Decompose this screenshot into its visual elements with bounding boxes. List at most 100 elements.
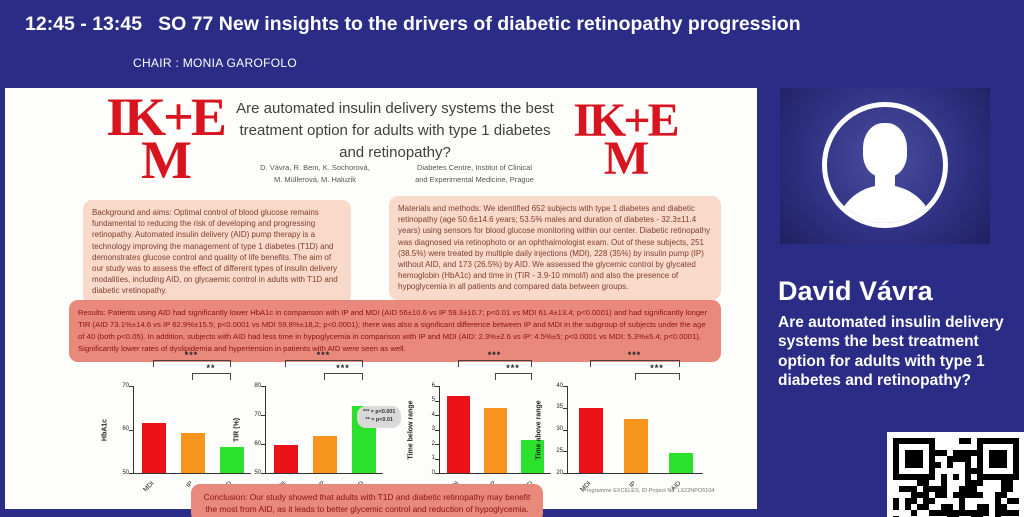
y-tick-mark bbox=[435, 444, 439, 446]
bar-AID bbox=[668, 453, 693, 473]
y-tick-mark bbox=[563, 473, 567, 475]
y-tick-mark bbox=[435, 473, 439, 475]
y-tick-mark bbox=[435, 400, 439, 402]
ikem-logo-line1: IK+E bbox=[106, 87, 227, 147]
significance-stars: *** bbox=[627, 350, 642, 360]
significance-bracket bbox=[284, 360, 363, 367]
session-chair: CHAIR : MONIA GAROFOLO bbox=[133, 56, 297, 70]
y-tick-mark bbox=[435, 429, 439, 431]
legend-line2: ** = p<0.01 bbox=[365, 416, 393, 423]
affiliation-line1: Diabetes Centre, Institut of Clinical bbox=[416, 163, 533, 172]
bar-MDI bbox=[447, 396, 470, 473]
y-tick-label: 4 bbox=[431, 411, 435, 418]
y-axis-label: Time below range bbox=[407, 400, 415, 459]
y-tick-label: 20 bbox=[556, 469, 563, 476]
x-tick-label: MDI bbox=[141, 480, 155, 494]
y-tick-label: 40 bbox=[556, 382, 563, 389]
y-tick-label: 6 bbox=[431, 382, 435, 389]
y-tick-label: 1 bbox=[431, 455, 435, 461]
y-tick-mark bbox=[129, 429, 133, 431]
y-tick-label: 2 bbox=[431, 440, 435, 447]
chart-plot-area bbox=[133, 386, 251, 474]
y-axis-label: HbA1c bbox=[101, 418, 109, 441]
legend-line1: *** = p<0.001 bbox=[363, 409, 396, 415]
significance-legend: *** = p<0.001 ** = p<0.01 bbox=[357, 406, 402, 428]
y-tick-mark bbox=[261, 415, 265, 417]
speaker-talk-title: Are automated insulin delivery systems t… bbox=[778, 314, 1004, 390]
bar-MDI bbox=[578, 407, 603, 473]
significance-stars: ** bbox=[206, 363, 216, 373]
bar-IP bbox=[484, 407, 507, 473]
significance-bracket bbox=[589, 360, 680, 367]
ikem-logo-right: IK+E M bbox=[550, 94, 700, 186]
bar-MDI bbox=[273, 444, 298, 473]
y-tick-mark bbox=[261, 386, 265, 388]
authors-line1: D. Vávra, R. Bem, K. Sochorová, bbox=[260, 163, 370, 172]
y-axis-label: TIR (%) bbox=[233, 417, 241, 442]
significance-bracket bbox=[634, 373, 680, 380]
affiliation-line2: and Experimental Medicine, Prague bbox=[415, 174, 534, 184]
y-tick-mark bbox=[261, 444, 265, 446]
y-tick-label: 30 bbox=[556, 426, 563, 432]
poster-slide: IK+E M IK+E M Are automated insulin deli… bbox=[5, 87, 757, 517]
chart-plot-area bbox=[265, 386, 383, 474]
y-tick-label: 60 bbox=[122, 426, 129, 432]
speaker-avatar bbox=[780, 88, 990, 244]
y-tick-mark bbox=[563, 429, 567, 431]
y-tick-mark bbox=[435, 386, 439, 388]
bar-IP bbox=[312, 435, 337, 473]
y-tick-label: 50 bbox=[254, 469, 261, 476]
significance-bracket bbox=[191, 373, 231, 380]
poster-authors: D. Vávra, R. Bem, K. Sochorová, M. Mülle… bbox=[245, 162, 385, 185]
qr-code[interactable] bbox=[887, 432, 1024, 517]
significance-bracket bbox=[457, 360, 532, 367]
y-tick-label: 5 bbox=[431, 397, 435, 403]
y-tick-label: 35 bbox=[556, 404, 563, 411]
materials-methods-box: Materials and methods: We identified 652… bbox=[389, 196, 721, 300]
significance-stars: *** bbox=[487, 350, 502, 360]
y-tick-label: 60 bbox=[254, 440, 261, 447]
authors-line2: M. Müllerová, M. Haluzik bbox=[273, 174, 357, 184]
y-tick-mark bbox=[563, 407, 567, 409]
person-silhouette-icon bbox=[822, 102, 948, 228]
session-title: SO 77 New insights to the drivers of dia… bbox=[158, 13, 801, 35]
programme-credit: Programme EXCELES, ID Project No. LX22NP… bbox=[583, 488, 715, 494]
y-tick-mark bbox=[129, 473, 133, 475]
significance-stars: *** bbox=[336, 363, 350, 373]
significance-stars: *** bbox=[650, 363, 664, 373]
bar-IP bbox=[180, 432, 205, 473]
y-tick-mark bbox=[563, 386, 567, 388]
y-tick-mark bbox=[129, 386, 133, 388]
ikem-logo-left: IK+E M bbox=[90, 87, 240, 191]
poster-title: Are automated insulin delivery systems t… bbox=[236, 100, 554, 161]
y-tick-label: 3 bbox=[431, 426, 435, 432]
conclusion-box: Conclusion: Our study showed that adults… bbox=[191, 484, 543, 517]
background-aims-box: Background and aims: Optimal control of … bbox=[83, 200, 351, 304]
y-tick-mark bbox=[435, 458, 439, 460]
chart-plot-area bbox=[567, 386, 703, 474]
y-tick-label: 80 bbox=[254, 382, 261, 389]
y-tick-label: 70 bbox=[254, 411, 261, 418]
session-time: 12:45 - 13:45 bbox=[25, 13, 143, 35]
results-box: Results: Patients using AID had signific… bbox=[69, 300, 721, 362]
bar-MDI bbox=[141, 423, 166, 473]
chart-plot-area bbox=[439, 386, 551, 474]
significance-bracket bbox=[152, 360, 231, 367]
session-title-line: 12:45 - 13:45 SO 77 New insights to the d… bbox=[25, 13, 801, 36]
y-tick-mark bbox=[435, 415, 439, 417]
ikem-logo-line2: M bbox=[141, 130, 192, 191]
y-axis-label: Time above range bbox=[535, 399, 543, 460]
significance-bracket bbox=[323, 373, 363, 380]
ikem-logo-line2: M bbox=[603, 132, 649, 186]
y-tick-label: 50 bbox=[122, 469, 129, 476]
significance-stars: *** bbox=[316, 350, 331, 360]
y-tick-mark bbox=[563, 451, 567, 453]
significance-stars: *** bbox=[506, 363, 520, 373]
ikem-logo-line1: IK+E bbox=[573, 94, 679, 147]
y-tick-label: 70 bbox=[122, 382, 129, 389]
session-header: 12:45 - 13:45 SO 77 New insights to the d… bbox=[0, 0, 1024, 88]
y-tick-label: 25 bbox=[556, 447, 563, 454]
bar-IP bbox=[623, 418, 648, 473]
y-tick-mark bbox=[261, 473, 265, 475]
significance-bracket bbox=[494, 373, 532, 380]
